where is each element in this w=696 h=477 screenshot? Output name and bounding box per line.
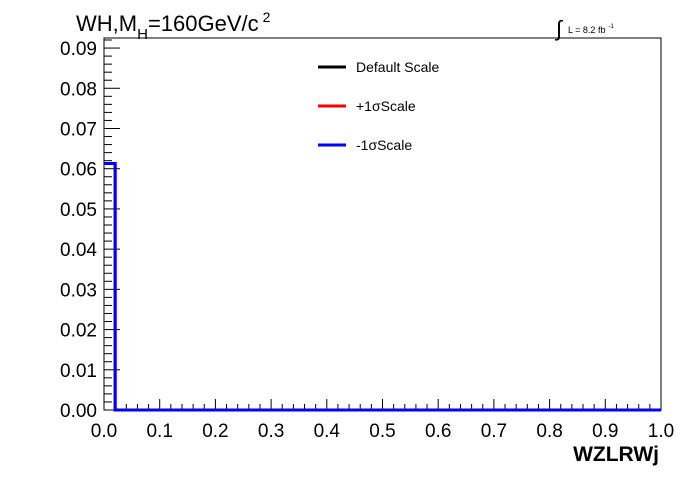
legend: Default Scale +1σScale -1σScale bbox=[318, 59, 439, 153]
y-tick-label: 0.07 bbox=[60, 119, 97, 140]
legend-label: Default Scale bbox=[356, 59, 439, 75]
x-axis: 0.0 0.1 0.2 0.3 0.4 0.5 0.6 0.7 0.8 0.9 1.0 bbox=[91, 399, 674, 442]
chart-title-superscript: 2 bbox=[263, 9, 271, 25]
luminosity-value: L = 8.2 fb bbox=[568, 25, 605, 35]
luminosity-superscript: -1 bbox=[608, 24, 614, 30]
x-tick-label: 0.0 bbox=[91, 421, 117, 442]
x-axis-label: WZLRWj bbox=[573, 443, 659, 466]
chart-title-subscript: H bbox=[137, 26, 148, 43]
x-tick-label: 0.7 bbox=[481, 421, 507, 442]
chart-title-rest: =160GeV/c bbox=[148, 11, 259, 36]
y-tick-label: 0.06 bbox=[60, 160, 97, 181]
series-line bbox=[104, 162, 661, 412]
y-tick-label: 0.01 bbox=[60, 361, 97, 382]
integral-symbol: ∫ bbox=[554, 16, 564, 41]
y-tick-label: 0.00 bbox=[60, 401, 97, 422]
series-layer bbox=[104, 162, 661, 412]
series-line bbox=[104, 162, 661, 412]
y-tick-label: 0.09 bbox=[60, 39, 97, 60]
y-tick-label: 0.04 bbox=[60, 240, 97, 261]
x-tick-label: 0.1 bbox=[146, 421, 172, 442]
x-tick-label: 0.8 bbox=[536, 421, 562, 442]
x-tick-label: 0.5 bbox=[369, 421, 395, 442]
x-tick-label: 1.0 bbox=[648, 421, 674, 442]
x-tick-label: 0.9 bbox=[592, 421, 618, 442]
y-tick-label: 0.02 bbox=[60, 321, 97, 342]
y-tick-label: 0.03 bbox=[60, 280, 97, 301]
legend-label: +1σScale bbox=[356, 98, 416, 114]
luminosity-text: L = 8.2 fb -1 bbox=[568, 24, 614, 35]
y-tick-label: 0.08 bbox=[60, 79, 97, 100]
luminosity-label: ∫ L = 8.2 fb -1 bbox=[554, 16, 614, 41]
legend-label: -1σScale bbox=[356, 137, 412, 153]
x-tick-label: 0.3 bbox=[258, 421, 284, 442]
series-line bbox=[104, 162, 661, 412]
y-axis: 0.00 0.01 0.02 0.03 0.04 0.05 0.06 0.07 0.08 0.09 bbox=[60, 39, 120, 422]
y-tick-label: 0.05 bbox=[60, 200, 97, 221]
chart-title: WH,MH=160GeV/c 2 bbox=[76, 9, 271, 43]
x-tick-label: 0.6 bbox=[425, 421, 451, 442]
x-tick-label: 0.2 bbox=[202, 421, 228, 442]
plot-frame bbox=[103, 37, 662, 411]
chart-title-main: WH,M bbox=[76, 11, 137, 36]
x-tick-label: 0.4 bbox=[314, 421, 341, 442]
